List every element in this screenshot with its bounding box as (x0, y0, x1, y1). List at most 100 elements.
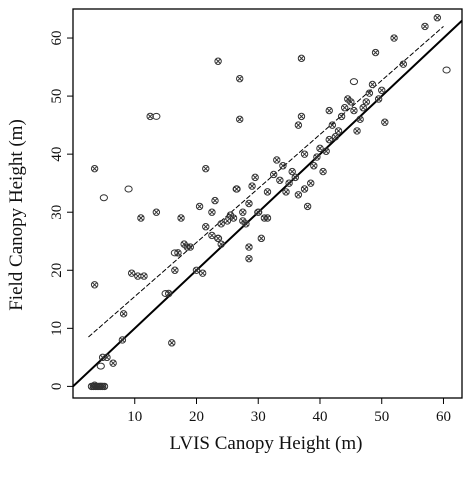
data-point (99, 194, 108, 202)
data-point (223, 217, 232, 225)
data-point (168, 339, 176, 347)
x-tick-label: 20 (189, 409, 204, 425)
data-point (288, 167, 296, 176)
data-point (285, 179, 293, 187)
data-point (239, 208, 247, 216)
data-point (378, 86, 386, 94)
data-point (297, 112, 306, 121)
data-point (254, 208, 263, 216)
x-tick-label: 40 (312, 409, 327, 425)
regression-line (88, 26, 444, 338)
data-point (195, 202, 204, 211)
data-point (297, 54, 306, 62)
data-point (211, 196, 219, 205)
data-point (124, 185, 133, 193)
x-tick-label: 30 (251, 409, 266, 425)
data-point (198, 269, 207, 277)
data-point (245, 199, 253, 208)
data-point (316, 144, 324, 152)
data-point (350, 106, 358, 115)
data-point (273, 156, 281, 164)
x-tick-label: 60 (436, 409, 451, 425)
data-point (310, 162, 318, 170)
data-point (202, 165, 210, 173)
data-point (100, 382, 109, 391)
x-tick-label: 10 (127, 409, 142, 425)
y-tick-label: 30 (49, 205, 65, 220)
data-point (374, 95, 383, 103)
data-point (236, 115, 244, 123)
data-point (177, 214, 185, 222)
data-point (242, 220, 250, 228)
data-point (349, 78, 359, 86)
one-to-one-line (72, 19, 463, 388)
data-point (347, 98, 355, 106)
data-point (118, 336, 127, 344)
data-point (334, 127, 343, 135)
data-point (359, 104, 367, 112)
data-point (368, 80, 377, 89)
data-point (294, 121, 303, 129)
data-point (214, 234, 223, 242)
x-tick-label: 50 (374, 409, 389, 425)
data-point (322, 147, 330, 155)
y-axis-label: Field Canopy Height (m) (6, 119, 27, 311)
y-tick-label: 60 (49, 31, 65, 46)
data-point (208, 231, 216, 240)
data-point (109, 359, 117, 367)
data-point (390, 34, 398, 42)
data-point (300, 150, 309, 158)
data-point (365, 89, 374, 97)
data-point (282, 188, 290, 196)
y-tick-label: 40 (49, 147, 65, 162)
data-point (134, 272, 142, 280)
axes: 10 20 30 40 50 60 0 10 20 30 40 50 60 (49, 8, 463, 425)
data-point (328, 121, 337, 129)
data-point (208, 208, 216, 216)
y-tick-label: 50 (49, 89, 65, 104)
data-point (433, 14, 442, 22)
data-point (96, 362, 105, 370)
data-point (127, 269, 136, 277)
data-point (313, 153, 321, 161)
data-point (337, 112, 346, 121)
y-tick-label: 0 (49, 383, 65, 391)
x-axis-label: LVIS Canopy Height (m) (170, 433, 363, 454)
data-point (146, 112, 154, 121)
data-point (421, 22, 429, 31)
data-point (356, 115, 364, 123)
data-point (269, 170, 278, 179)
data-point (229, 214, 238, 222)
data-point (161, 289, 170, 297)
plot-frame (72, 8, 463, 399)
data-point (103, 353, 111, 361)
data-point (260, 214, 269, 222)
plot-area (72, 14, 463, 391)
data-point (331, 133, 340, 141)
data-point (319, 167, 327, 176)
data-point (279, 162, 287, 170)
data-point (245, 243, 253, 251)
data-point (291, 173, 299, 181)
data-point (202, 223, 210, 231)
data-point (325, 106, 333, 115)
data-point (353, 127, 361, 135)
data-point (399, 60, 408, 68)
data-point (214, 57, 222, 65)
data-point (340, 104, 349, 112)
data-point (263, 214, 272, 222)
data-point (294, 191, 303, 199)
data-point (300, 185, 309, 193)
data-point (248, 182, 256, 190)
data-point (371, 48, 380, 57)
data-point (442, 66, 451, 74)
y-tick-label: 20 (49, 263, 65, 278)
data-point (94, 382, 104, 390)
data-point (236, 75, 244, 83)
data-point (192, 266, 201, 274)
data-point (186, 243, 195, 251)
data-point (217, 220, 225, 228)
data-point (171, 266, 179, 274)
data-point (251, 173, 259, 181)
data-point (152, 208, 161, 216)
